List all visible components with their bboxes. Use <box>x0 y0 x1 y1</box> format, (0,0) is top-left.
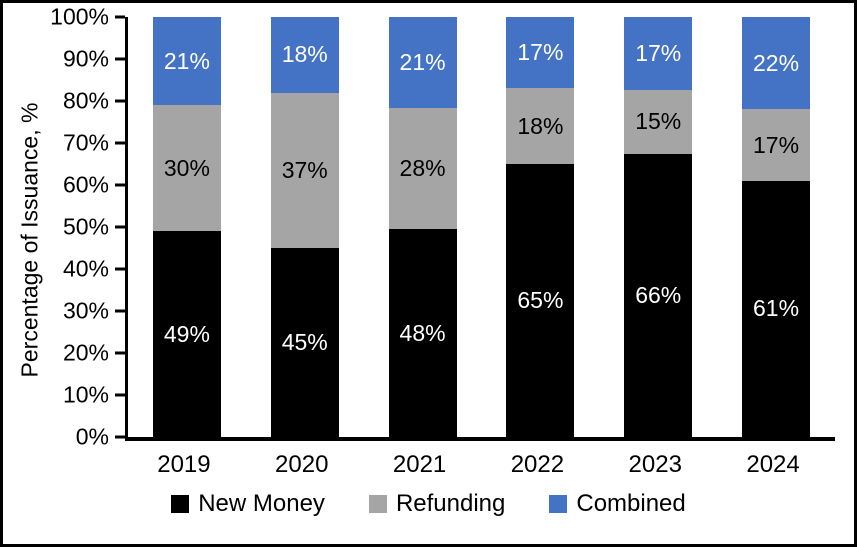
stacked-bar-2020: 18% 37% 45% <box>270 17 339 437</box>
y-axis-ticks <box>115 15 125 439</box>
y-axis-tick-label: 30% <box>62 297 109 324</box>
y-axis-tick-mark <box>115 309 125 313</box>
segment-data-label: 17% <box>753 131 800 158</box>
y-axis-tick-label: 0% <box>75 423 109 450</box>
segment-data-label: 37% <box>281 156 328 183</box>
segment-data-label: 18% <box>281 41 328 68</box>
segment-data-label: 15% <box>635 108 682 135</box>
legend-swatch-new-money <box>171 495 190 513</box>
segment-combined-2022: 17% <box>506 17 575 89</box>
segment-data-label: 65% <box>517 286 564 313</box>
segment-data-label: 21% <box>163 47 210 74</box>
segment-refunding-2024: 17% <box>742 109 811 181</box>
segment-refunding-2022: 18% <box>506 88 575 164</box>
y-axis-tick-mark <box>115 57 125 61</box>
segment-new-money-2019: 49% <box>152 231 221 437</box>
bar-slot-2023: 17% 15% 66% <box>599 17 717 437</box>
segment-data-label: 61% <box>753 295 800 322</box>
segment-new-money-2021: 48% <box>388 229 457 437</box>
segment-data-label: 49% <box>163 320 210 347</box>
y-axis-tick-mark <box>115 141 125 145</box>
x-axis-tick-label: 2023 <box>628 451 682 478</box>
segment-combined-2024: 22% <box>742 17 811 110</box>
y-axis-tick-label: 40% <box>62 255 109 282</box>
bar-slot-2019: 21% 30% 49% <box>128 17 246 437</box>
bar-slot-2022: 17% 18% 65% <box>481 17 599 437</box>
segment-data-label: 28% <box>399 155 446 182</box>
bar-slot-2021: 21% 28% 48% <box>364 17 482 437</box>
y-axis-tick-mark <box>115 393 125 397</box>
segment-new-money-2022: 65% <box>506 163 575 437</box>
plot-area: 21% 30% 49% 18% 37% 45% 21% 28% 48% 17% 18% 65% 17% 1… <box>125 17 835 441</box>
x-axis-tick-label: 2022 <box>510 451 565 478</box>
y-axis-tick-label: 70% <box>62 129 109 156</box>
x-axis-tick-label: 2020 <box>275 451 329 478</box>
bars: 21% 30% 49% 18% 37% 45% 21% 28% 48% 17% 18% 65% 17% 1… <box>128 17 835 437</box>
segment-data-label: 22% <box>753 49 800 76</box>
y-axis-tick-mark <box>115 99 125 103</box>
segment-data-label: 45% <box>281 328 328 355</box>
y-axis-tick-mark <box>115 183 125 187</box>
segment-refunding-2020: 37% <box>270 92 339 248</box>
y-axis-tick-label: 60% <box>62 171 109 198</box>
y-axis-tick-label: 80% <box>62 87 109 114</box>
legend-item-combined: Combined <box>549 490 686 518</box>
segment-data-label: 17% <box>517 39 564 66</box>
segment-combined-2020: 18% <box>270 17 339 93</box>
segment-new-money-2023: 66% <box>624 154 693 437</box>
y-axis-tick-mark <box>115 15 125 19</box>
segment-data-label: 17% <box>635 39 682 66</box>
x-axis-labels: 2019 2020 2021 2022 2023 2024 <box>125 451 832 479</box>
legend-label: Combined <box>576 490 686 517</box>
y-axis-tick-mark <box>115 435 125 439</box>
segment-data-label: 30% <box>163 154 210 181</box>
segment-new-money-2020: 45% <box>270 247 339 437</box>
x-axis-tick-label: 2019 <box>157 451 211 478</box>
bar-slot-2024: 22% 17% 61% <box>717 17 835 437</box>
segment-new-money-2024: 61% <box>742 180 811 437</box>
segment-data-label: 66% <box>635 282 682 309</box>
y-axis-tick-label: 50% <box>62 213 109 240</box>
y-axis-tick-label: 90% <box>62 45 109 72</box>
segment-data-label: 48% <box>399 319 446 346</box>
legend-swatch-combined <box>549 495 568 513</box>
y-axis-tick-mark <box>115 351 125 355</box>
segment-combined-2023: 17% <box>624 17 693 90</box>
y-axis-tick-label: 10% <box>62 381 109 408</box>
y-axis-tick-label: 20% <box>62 339 109 366</box>
segment-refunding-2019: 30% <box>152 105 221 232</box>
y-axis-tick-mark <box>115 267 125 271</box>
stacked-bar-2019: 21% 30% 49% <box>152 17 221 437</box>
stacked-bar-2024: 22% 17% 61% <box>742 17 811 437</box>
stacked-bar-2021: 21% 28% 48% <box>388 17 457 437</box>
segment-combined-2019: 21% <box>152 17 221 106</box>
segment-refunding-2023: 15% <box>624 89 693 155</box>
legend-label: Refunding <box>395 490 506 517</box>
y-axis-tick-label: 100% <box>50 3 109 30</box>
legend-label: New Money <box>198 490 325 517</box>
stacked-bar-2022: 17% 18% 65% <box>506 17 575 437</box>
segment-data-label: 21% <box>399 48 446 75</box>
legend-item-new-money: New Money <box>171 490 325 518</box>
segment-combined-2021: 21% <box>388 17 457 108</box>
y-axis-tick-mark <box>115 225 125 229</box>
bar-slot-2020: 18% 37% 45% <box>246 17 364 437</box>
legend: New Money Refunding Combined <box>3 490 854 518</box>
segment-refunding-2021: 28% <box>388 107 457 230</box>
x-axis-tick-label: 2024 <box>746 451 800 478</box>
y-axis-tick-labels: 0% 10% 20% 30% 40% 50% 60% 70% 80% 90% 100% <box>3 5 109 448</box>
x-axis-tick-label: 2021 <box>392 451 447 478</box>
legend-swatch-refunding <box>368 495 387 513</box>
stacked-bar-2023: 17% 15% 66% <box>624 17 693 437</box>
legend-item-refunding: Refunding <box>368 490 506 518</box>
segment-data-label: 18% <box>517 112 564 139</box>
